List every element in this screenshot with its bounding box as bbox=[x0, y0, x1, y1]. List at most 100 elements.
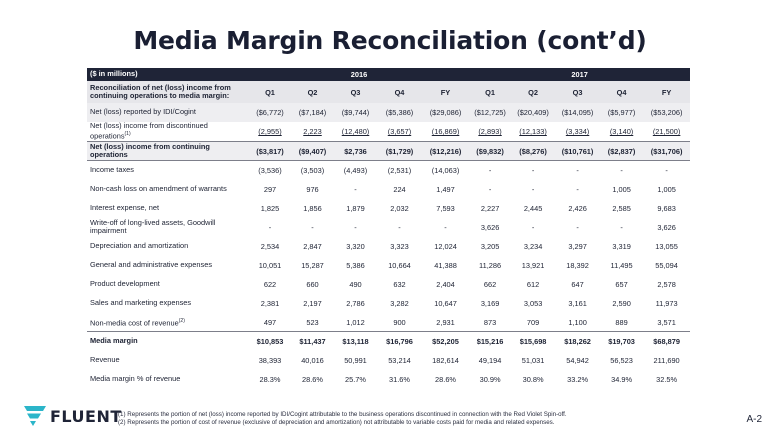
value-cell: ($12,216) bbox=[422, 141, 470, 162]
reconciliation-table: ($ in millions) 2016 2017 Reconciliation… bbox=[87, 68, 691, 389]
value-cell: 1,825 bbox=[249, 199, 291, 218]
value-text: 182,614 bbox=[432, 355, 459, 365]
logo-text: FLUENT bbox=[50, 406, 122, 426]
value-cell: 10,051 bbox=[249, 256, 291, 275]
value-cell: 889 bbox=[600, 313, 643, 332]
value-cell: (4,493) bbox=[334, 161, 377, 180]
table-row: Net (loss) income from discontinued oper… bbox=[87, 121, 690, 142]
row-label-text: Depreciation and amortization bbox=[90, 241, 189, 251]
value-cell: 497 bbox=[249, 313, 291, 332]
value-cell: 49,194 bbox=[469, 351, 511, 370]
value-cell: 3,323 bbox=[377, 237, 422, 256]
value-text: 15,287 bbox=[301, 260, 324, 270]
value-text: ($53,206) bbox=[650, 108, 683, 117]
value-text: $68,879 bbox=[653, 337, 680, 347]
value-text: 3,626 bbox=[480, 222, 500, 232]
row-label: Depreciation and amortization bbox=[87, 237, 249, 256]
value-cell: 3,320 bbox=[334, 237, 377, 256]
value-text: 11,286 bbox=[479, 260, 502, 270]
value-cell: 7,593 bbox=[422, 199, 469, 218]
value-cell: (16,869) bbox=[422, 122, 469, 142]
value-text: 33.2% bbox=[567, 374, 589, 384]
row-label-text: General and administrative expenses bbox=[90, 260, 213, 270]
value-cell: 1,879 bbox=[334, 199, 377, 218]
value-text: 523 bbox=[306, 317, 319, 327]
value-cell: $15,698 bbox=[511, 331, 556, 351]
value-cell: (21,500) bbox=[643, 122, 690, 142]
value-cell: 53,214 bbox=[377, 351, 422, 370]
value-text: 1,856 bbox=[303, 203, 322, 213]
table-row: Non-media cost of revenue(2) 497 523 1,012 9… bbox=[87, 313, 690, 332]
value-text: ($9,744) bbox=[341, 108, 370, 117]
value-cell: - bbox=[334, 180, 377, 199]
value-cell: 3,626 bbox=[643, 218, 690, 237]
value-cell: ($10,761) bbox=[555, 141, 601, 162]
value-cell: 9,683 bbox=[643, 199, 690, 218]
value-cell: - bbox=[555, 161, 600, 180]
value-cell: - bbox=[555, 180, 600, 199]
value-text: 632 bbox=[393, 279, 406, 289]
value-text: - bbox=[488, 184, 492, 194]
value-cell: - bbox=[334, 218, 377, 237]
value-cell: 56,523 bbox=[600, 351, 643, 370]
value-text: 297 bbox=[263, 184, 277, 194]
value-text: 7,593 bbox=[436, 203, 455, 213]
period-header: Q1 bbox=[265, 87, 275, 97]
value-cell: 10,647 bbox=[422, 294, 469, 313]
value-cell: (3,657) bbox=[377, 122, 422, 142]
period-header: FY bbox=[661, 87, 672, 97]
value-cell: 31.6% bbox=[377, 370, 422, 389]
value-text: - bbox=[531, 222, 535, 232]
value-cell: - bbox=[469, 180, 511, 199]
value-text: - bbox=[444, 222, 447, 232]
value-cell: 1,005 bbox=[600, 180, 643, 199]
value-cell: 25.7% bbox=[334, 370, 377, 389]
value-text: 2,534 bbox=[260, 241, 280, 251]
value-text: 2,381 bbox=[260, 298, 280, 308]
value-cell: 1,100 bbox=[555, 313, 600, 332]
value-cell: 709 bbox=[511, 313, 555, 332]
value-cell: - bbox=[249, 218, 291, 237]
value-text: 3,053 bbox=[523, 298, 543, 308]
value-cell: $68,879 bbox=[643, 331, 691, 351]
value-cell: $15,216 bbox=[469, 331, 512, 351]
value-text: 900 bbox=[393, 317, 406, 327]
value-text: 3,626 bbox=[657, 222, 676, 232]
row-label: Media margin % of revenue bbox=[87, 370, 249, 389]
row-label: Net (loss) reported by IDI/Cogint bbox=[87, 103, 249, 122]
value-cell: 3,205 bbox=[469, 237, 511, 256]
value-text: $15,698 bbox=[519, 337, 547, 347]
value-text: - bbox=[354, 184, 357, 194]
value-text: 1,100 bbox=[568, 317, 587, 327]
row-label: Non-cash loss on amendment of warrants bbox=[87, 180, 249, 199]
value-cell: 647 bbox=[555, 275, 600, 294]
value-text: $11,437 bbox=[299, 337, 326, 347]
value-text: 3,161 bbox=[568, 298, 587, 308]
year-2016-label: 2016 bbox=[350, 70, 368, 79]
row-label-text: Income taxes bbox=[90, 165, 134, 175]
value-text: 2,578 bbox=[657, 279, 676, 289]
value-text: (4,493) bbox=[343, 166, 368, 176]
table-row: Depreciation and amortization 2,534 2,847 3… bbox=[87, 237, 690, 256]
table-row: Revenue 38,393 40,016 50,991 53,214 182,614 49… bbox=[87, 351, 690, 370]
value-text: 2,426 bbox=[568, 203, 587, 213]
value-text: ($12,725) bbox=[474, 108, 506, 117]
value-text: 3,297 bbox=[568, 241, 587, 251]
value-text: - bbox=[620, 222, 623, 232]
value-cell: 5,386 bbox=[334, 256, 377, 275]
value-cell: 28.6% bbox=[291, 370, 334, 389]
value-text: 1,005 bbox=[612, 184, 631, 194]
value-cell: ($53,206) bbox=[643, 103, 690, 122]
units-label: ($ in millions) bbox=[90, 69, 138, 79]
value-text: 11,495 bbox=[610, 260, 633, 270]
fluent-logo: FLUENT bbox=[24, 406, 122, 426]
row-label: Write-off of long-lived assets, Goodwill… bbox=[87, 218, 249, 237]
value-cell: - bbox=[377, 218, 422, 237]
period-header: Q4 bbox=[616, 87, 627, 97]
value-text: (2,955) bbox=[258, 127, 282, 137]
row-label: General and administrative expenses bbox=[87, 256, 249, 275]
period-header: Q3 bbox=[572, 87, 583, 97]
value-text: 657 bbox=[615, 279, 628, 289]
value-text: - bbox=[311, 222, 314, 232]
value-cell: 873 bbox=[469, 313, 511, 332]
